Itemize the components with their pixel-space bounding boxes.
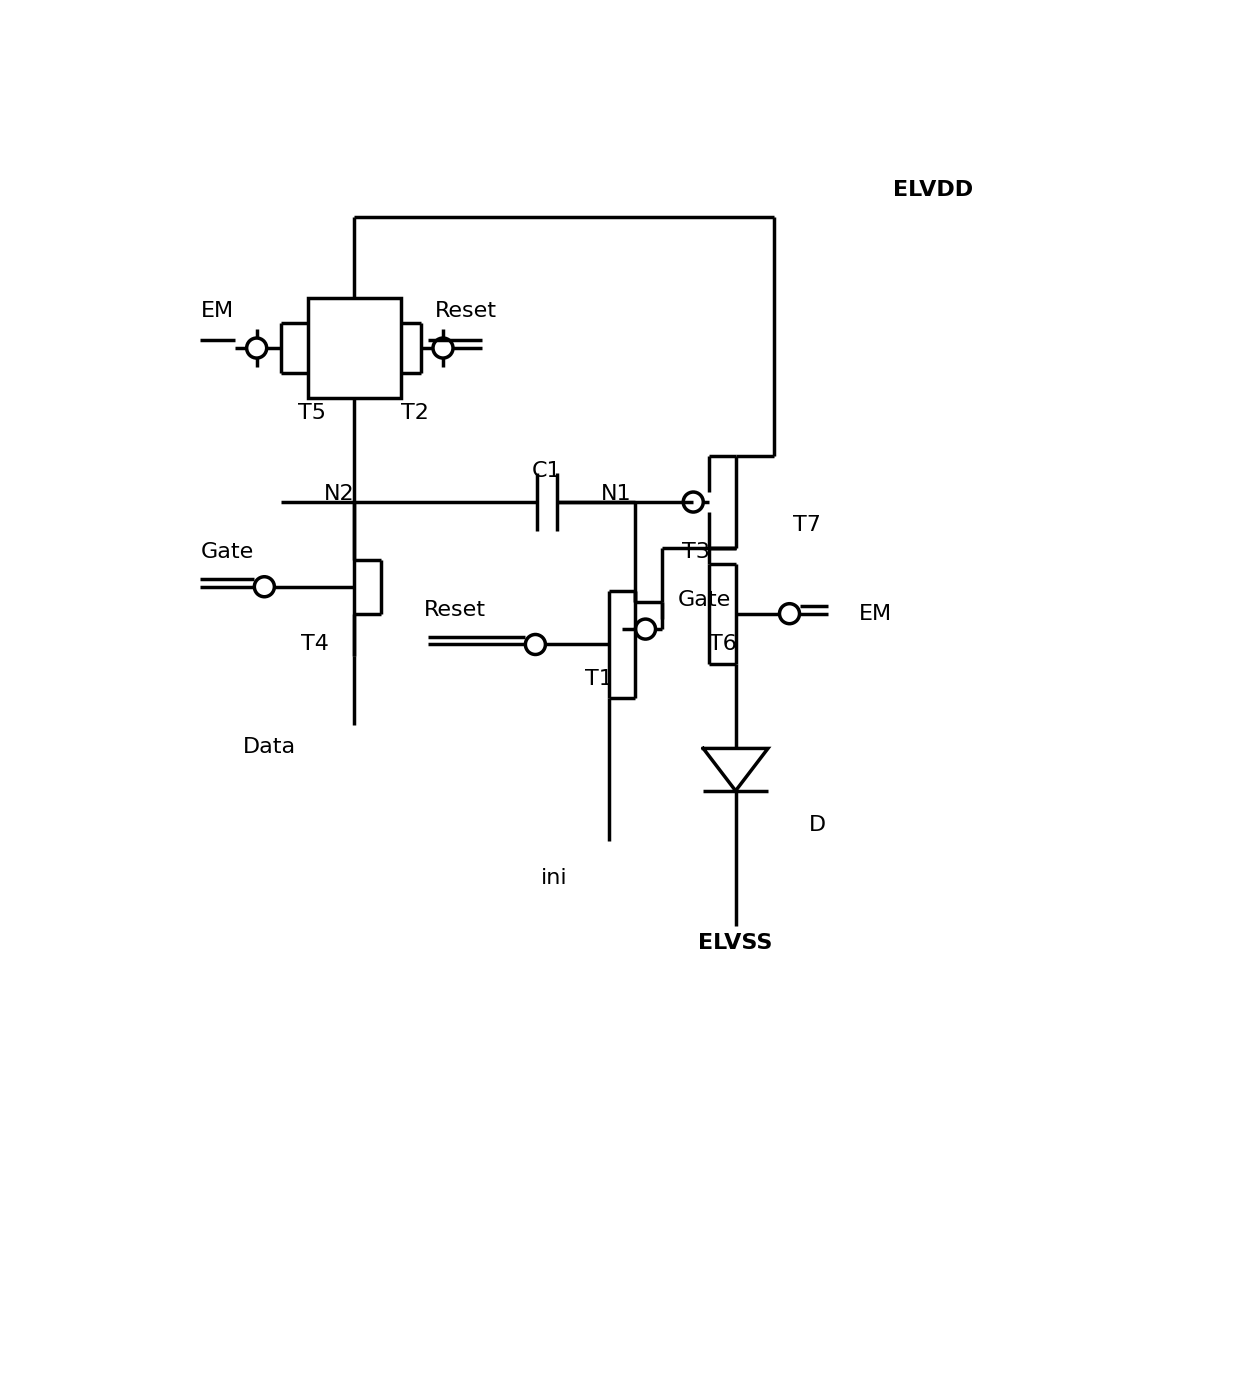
Text: Gate: Gate: [201, 542, 254, 563]
Text: ELVDD: ELVDD: [894, 180, 973, 200]
Text: EM: EM: [859, 604, 892, 624]
Text: T2: T2: [401, 403, 429, 424]
Text: T5: T5: [299, 403, 326, 424]
Text: N1: N1: [601, 484, 631, 505]
Text: ini: ini: [542, 868, 568, 888]
Text: Reset: Reset: [424, 600, 486, 620]
Text: ELVSS: ELVSS: [698, 933, 773, 954]
Text: Gate: Gate: [678, 590, 732, 610]
Text: T7: T7: [794, 516, 821, 535]
Text: T1: T1: [585, 669, 614, 689]
Text: Data: Data: [243, 737, 296, 757]
Text: C1: C1: [532, 462, 562, 481]
Text: D: D: [808, 815, 826, 836]
Text: T4: T4: [300, 635, 329, 654]
Text: EM: EM: [201, 301, 233, 322]
Text: N2: N2: [324, 484, 355, 505]
Text: Reset: Reset: [435, 301, 497, 322]
Text: T6: T6: [708, 635, 737, 654]
Bar: [309, 298, 401, 398]
Text: T3: T3: [682, 542, 709, 563]
